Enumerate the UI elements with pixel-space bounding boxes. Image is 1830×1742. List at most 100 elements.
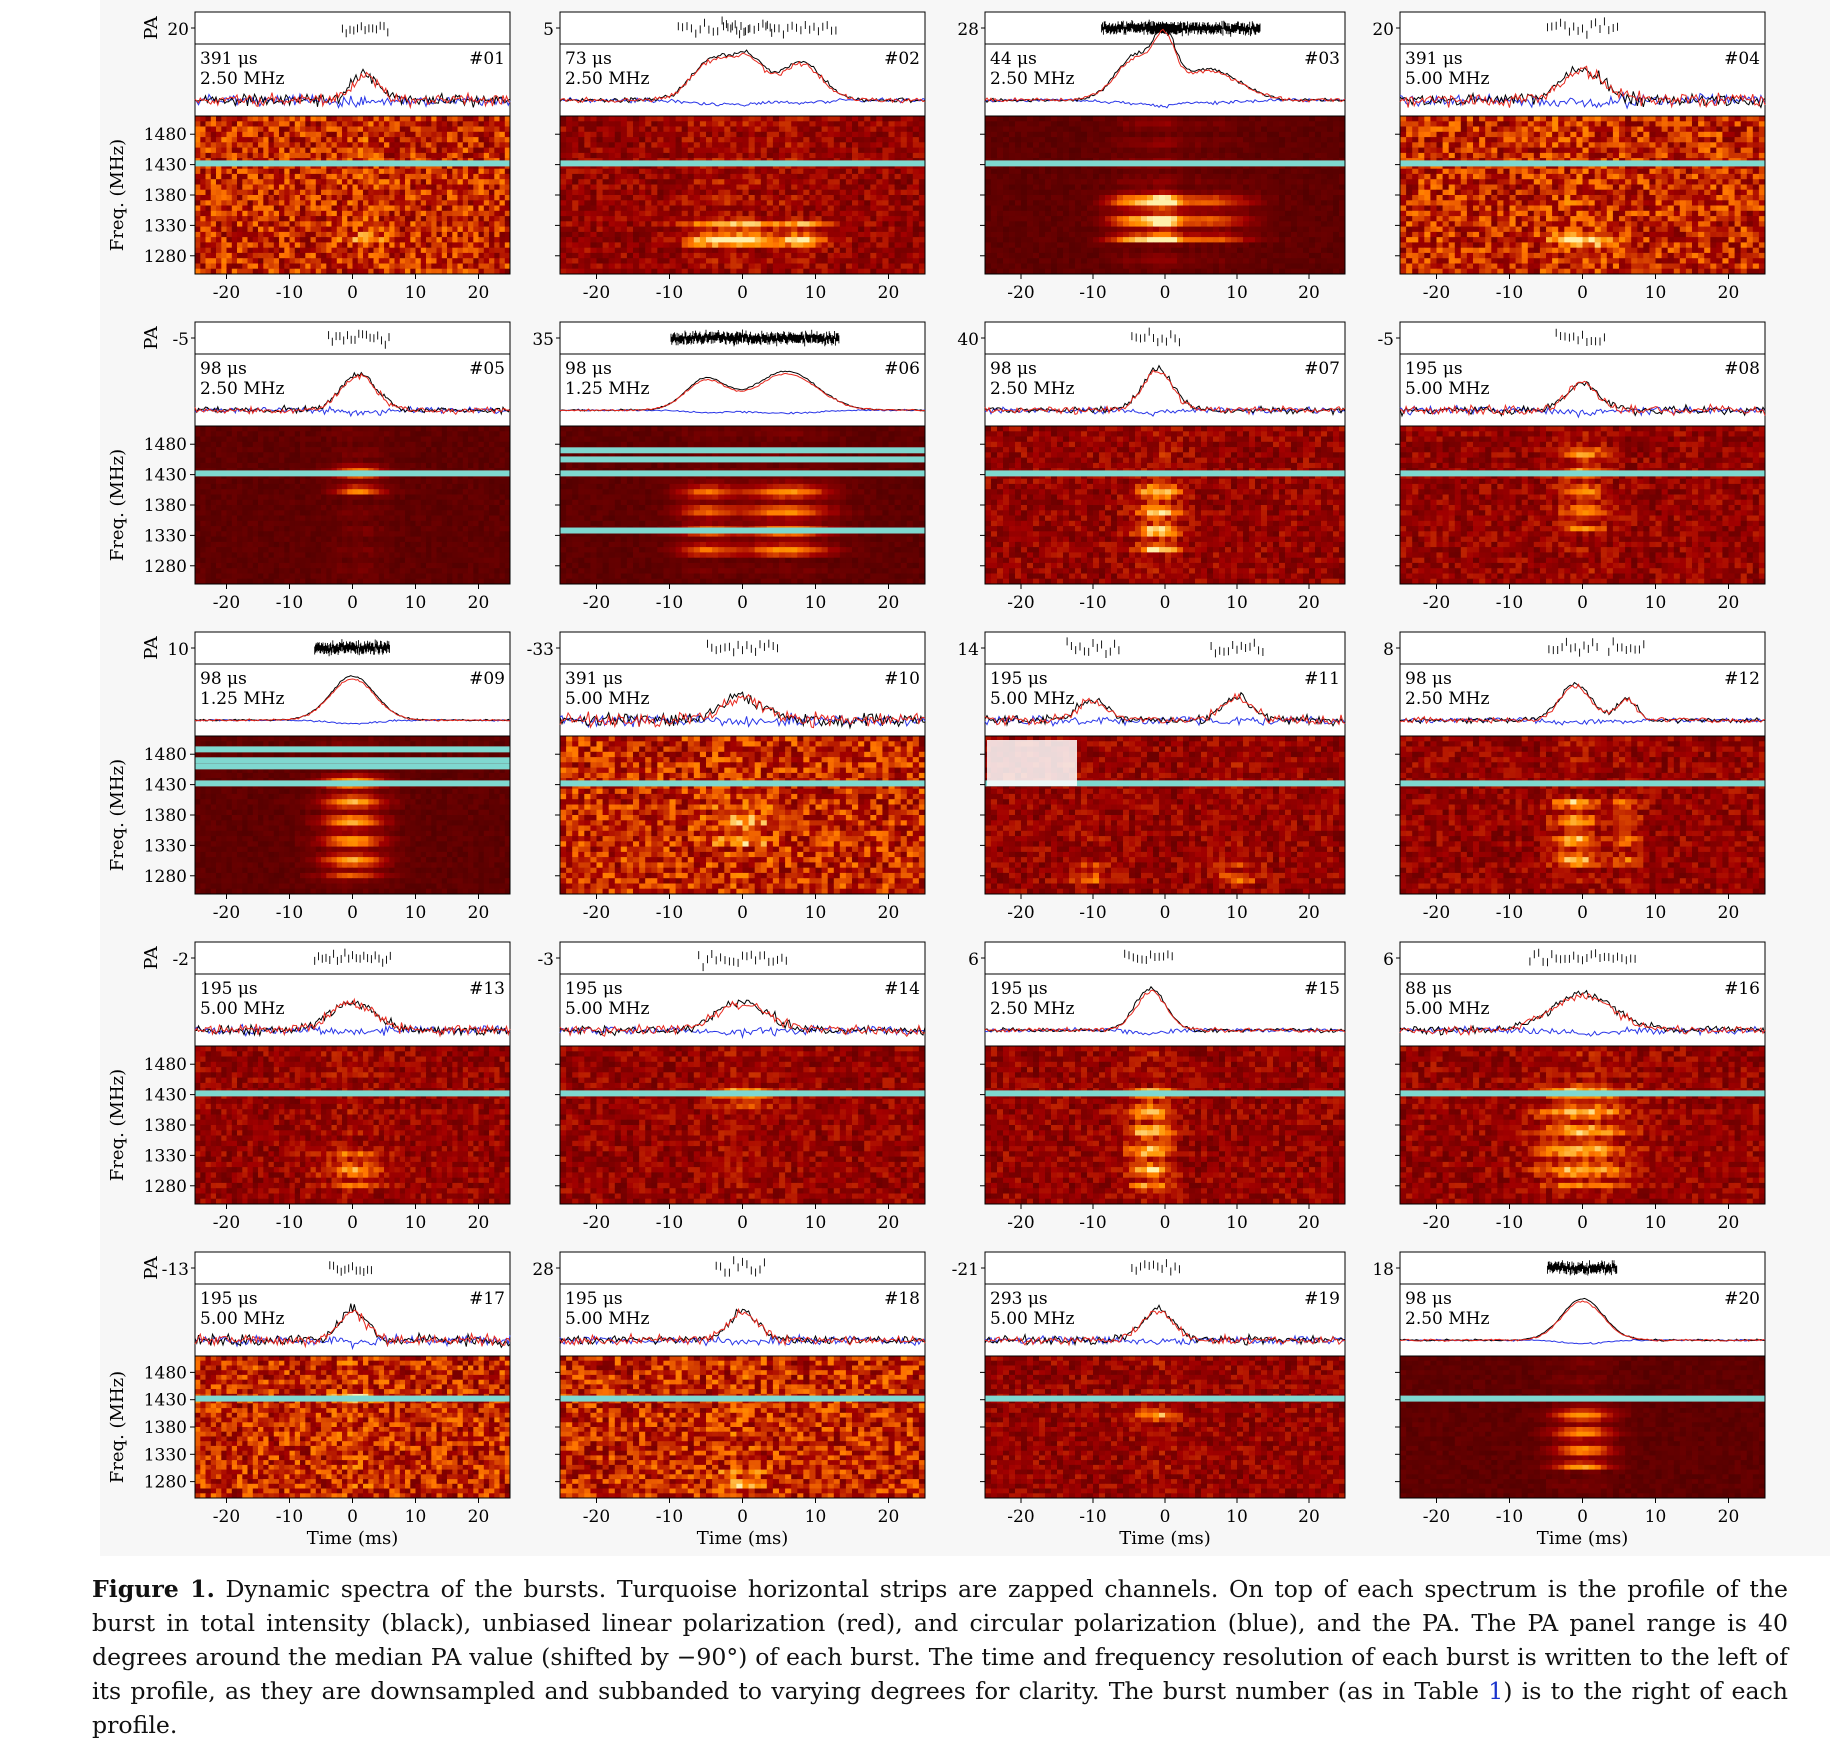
time-axis-label: Time (ms) bbox=[1537, 1528, 1629, 1549]
pa-value: -3 bbox=[537, 950, 554, 970]
time-tick-label: -20 bbox=[1007, 1213, 1034, 1233]
pa-value: 28 bbox=[532, 1260, 554, 1280]
time-tick-label: -20 bbox=[1423, 1507, 1450, 1527]
table-reference-link[interactable]: 1 bbox=[1488, 1677, 1503, 1705]
time-tick-label: 0 bbox=[1577, 1213, 1588, 1233]
freq-tick-label: 1280 bbox=[144, 557, 187, 577]
time-tick-label: -20 bbox=[213, 593, 240, 613]
time-tick-label: 10 bbox=[1226, 903, 1248, 923]
zapped-channel-strip bbox=[195, 757, 510, 763]
time-tick-label: -10 bbox=[656, 1507, 683, 1527]
frequency-resolution: 5.00 MHz bbox=[565, 1309, 649, 1329]
time-tick-label: -20 bbox=[1007, 283, 1034, 303]
freq-tick-label: 1480 bbox=[144, 435, 187, 455]
time-tick-label: -20 bbox=[1423, 1213, 1450, 1233]
time-tick-label: 20 bbox=[878, 903, 900, 923]
pa-value: -2 bbox=[172, 950, 189, 970]
pa-panel bbox=[195, 12, 510, 44]
time-tick-label: 20 bbox=[1718, 283, 1740, 303]
zapped-channel-strip bbox=[195, 763, 510, 769]
time-tick-label: 0 bbox=[347, 903, 358, 923]
zapped-channel-strip bbox=[195, 746, 510, 752]
pa-value: 14 bbox=[957, 640, 979, 660]
dynamic-spectrum-cells bbox=[1400, 1046, 1765, 1204]
freq-tick-label: 1280 bbox=[144, 1473, 187, 1493]
time-tick-label: 0 bbox=[1577, 1507, 1588, 1527]
burst-number: #08 bbox=[1724, 359, 1760, 379]
dynamic-spectrum-cells bbox=[985, 1356, 1345, 1498]
time-tick-label: 0 bbox=[347, 593, 358, 613]
burst-number: #14 bbox=[884, 979, 920, 999]
freq-axis-label: Freq. (MHz) bbox=[107, 1069, 128, 1181]
time-tick-label: 10 bbox=[1226, 593, 1248, 613]
time-tick-label: -20 bbox=[1007, 593, 1034, 613]
burst-panel: 573 μs2.50 MHz#02-20 -10 0 10 20 bbox=[543, 12, 925, 303]
freq-tick-label: 1380 bbox=[144, 1418, 187, 1438]
zapped-channel-strip bbox=[560, 1396, 925, 1402]
dynamic-spectrum-cells bbox=[195, 1046, 511, 1204]
time-tick-label: -20 bbox=[1423, 593, 1450, 613]
pa-panel bbox=[985, 632, 1345, 664]
freq-axis-label: Freq. (MHz) bbox=[107, 449, 128, 561]
time-tick-label: 0 bbox=[737, 593, 748, 613]
freq-axis-label: Freq. (MHz) bbox=[107, 759, 128, 871]
time-tick-label: 20 bbox=[468, 283, 490, 303]
time-resolution: 293 μs bbox=[990, 1289, 1048, 1309]
time-tick-label: 20 bbox=[468, 593, 490, 613]
time-tick-label: 10 bbox=[805, 1507, 827, 1527]
time-tick-label: -10 bbox=[656, 903, 683, 923]
zapped-channel-strip bbox=[560, 1090, 925, 1096]
pa-value: 28 bbox=[957, 20, 979, 40]
time-tick-label: 20 bbox=[1718, 903, 1740, 923]
time-tick-label: 10 bbox=[1226, 1213, 1248, 1233]
freq-tick-label: 1330 bbox=[144, 216, 187, 236]
time-tick-label: -20 bbox=[213, 283, 240, 303]
time-tick-label: 0 bbox=[737, 283, 748, 303]
dynamic-spectrum-cells bbox=[560, 736, 925, 894]
freq-tick-label: 1380 bbox=[144, 806, 187, 826]
time-tick-label: -20 bbox=[1423, 903, 1450, 923]
burst-panel: 688 μs5.00 MHz#16-20 -10 0 10 20 bbox=[1383, 942, 1765, 1233]
time-tick-label: -10 bbox=[276, 903, 303, 923]
frequency-resolution: 2.50 MHz bbox=[1405, 689, 1489, 709]
time-tick-label: -10 bbox=[1496, 1213, 1523, 1233]
time-tick-label: 20 bbox=[1298, 283, 1320, 303]
dynamic-spectrum-cells bbox=[1400, 736, 1765, 894]
time-resolution: 195 μs bbox=[200, 979, 258, 999]
time-tick-label: -20 bbox=[583, 283, 610, 303]
burst-number: #07 bbox=[1304, 359, 1340, 379]
dynamic-spectrum-cells bbox=[1400, 116, 1765, 274]
time-tick-label: -10 bbox=[1079, 593, 1106, 613]
pa-value: -5 bbox=[1377, 330, 1394, 350]
freq-tick-label: 1380 bbox=[144, 186, 187, 206]
time-tick-label: 20 bbox=[468, 1213, 490, 1233]
pa-value: 20 bbox=[167, 20, 189, 40]
pa-axis-label: PA bbox=[141, 15, 162, 39]
frequency-resolution: 5.00 MHz bbox=[1405, 999, 1489, 1019]
time-tick-label: -20 bbox=[583, 1507, 610, 1527]
zapped-channel-strip bbox=[560, 447, 925, 453]
dynamic-spectrum-cells bbox=[985, 426, 1345, 584]
time-tick-label: -10 bbox=[1496, 283, 1523, 303]
frequency-resolution: 5.00 MHz bbox=[565, 999, 649, 1019]
time-resolution: 391 μs bbox=[200, 49, 258, 69]
time-tick-label: 10 bbox=[805, 903, 827, 923]
time-tick-label: 10 bbox=[1645, 593, 1667, 613]
time-axis-label: Time (ms) bbox=[307, 1528, 399, 1549]
time-tick-label: 20 bbox=[1298, 1213, 1320, 1233]
pa-panel bbox=[560, 1252, 925, 1284]
time-tick-label: 0 bbox=[347, 1507, 358, 1527]
time-tick-label: 20 bbox=[1718, 1213, 1740, 1233]
frequency-resolution: 1.25 MHz bbox=[565, 379, 649, 399]
freq-tick-label: 1430 bbox=[144, 1086, 187, 1106]
time-tick-label: -10 bbox=[656, 283, 683, 303]
zapped-channel-strip bbox=[560, 470, 925, 476]
time-tick-label: 0 bbox=[347, 283, 358, 303]
time-tick-label: -10 bbox=[1496, 903, 1523, 923]
time-resolution: 195 μs bbox=[990, 669, 1048, 689]
zapped-channel-strip bbox=[195, 1090, 510, 1096]
freq-tick-label: 1330 bbox=[144, 1146, 187, 1166]
freq-tick-label: 1280 bbox=[144, 867, 187, 887]
zapped-channel-strip bbox=[195, 780, 510, 786]
